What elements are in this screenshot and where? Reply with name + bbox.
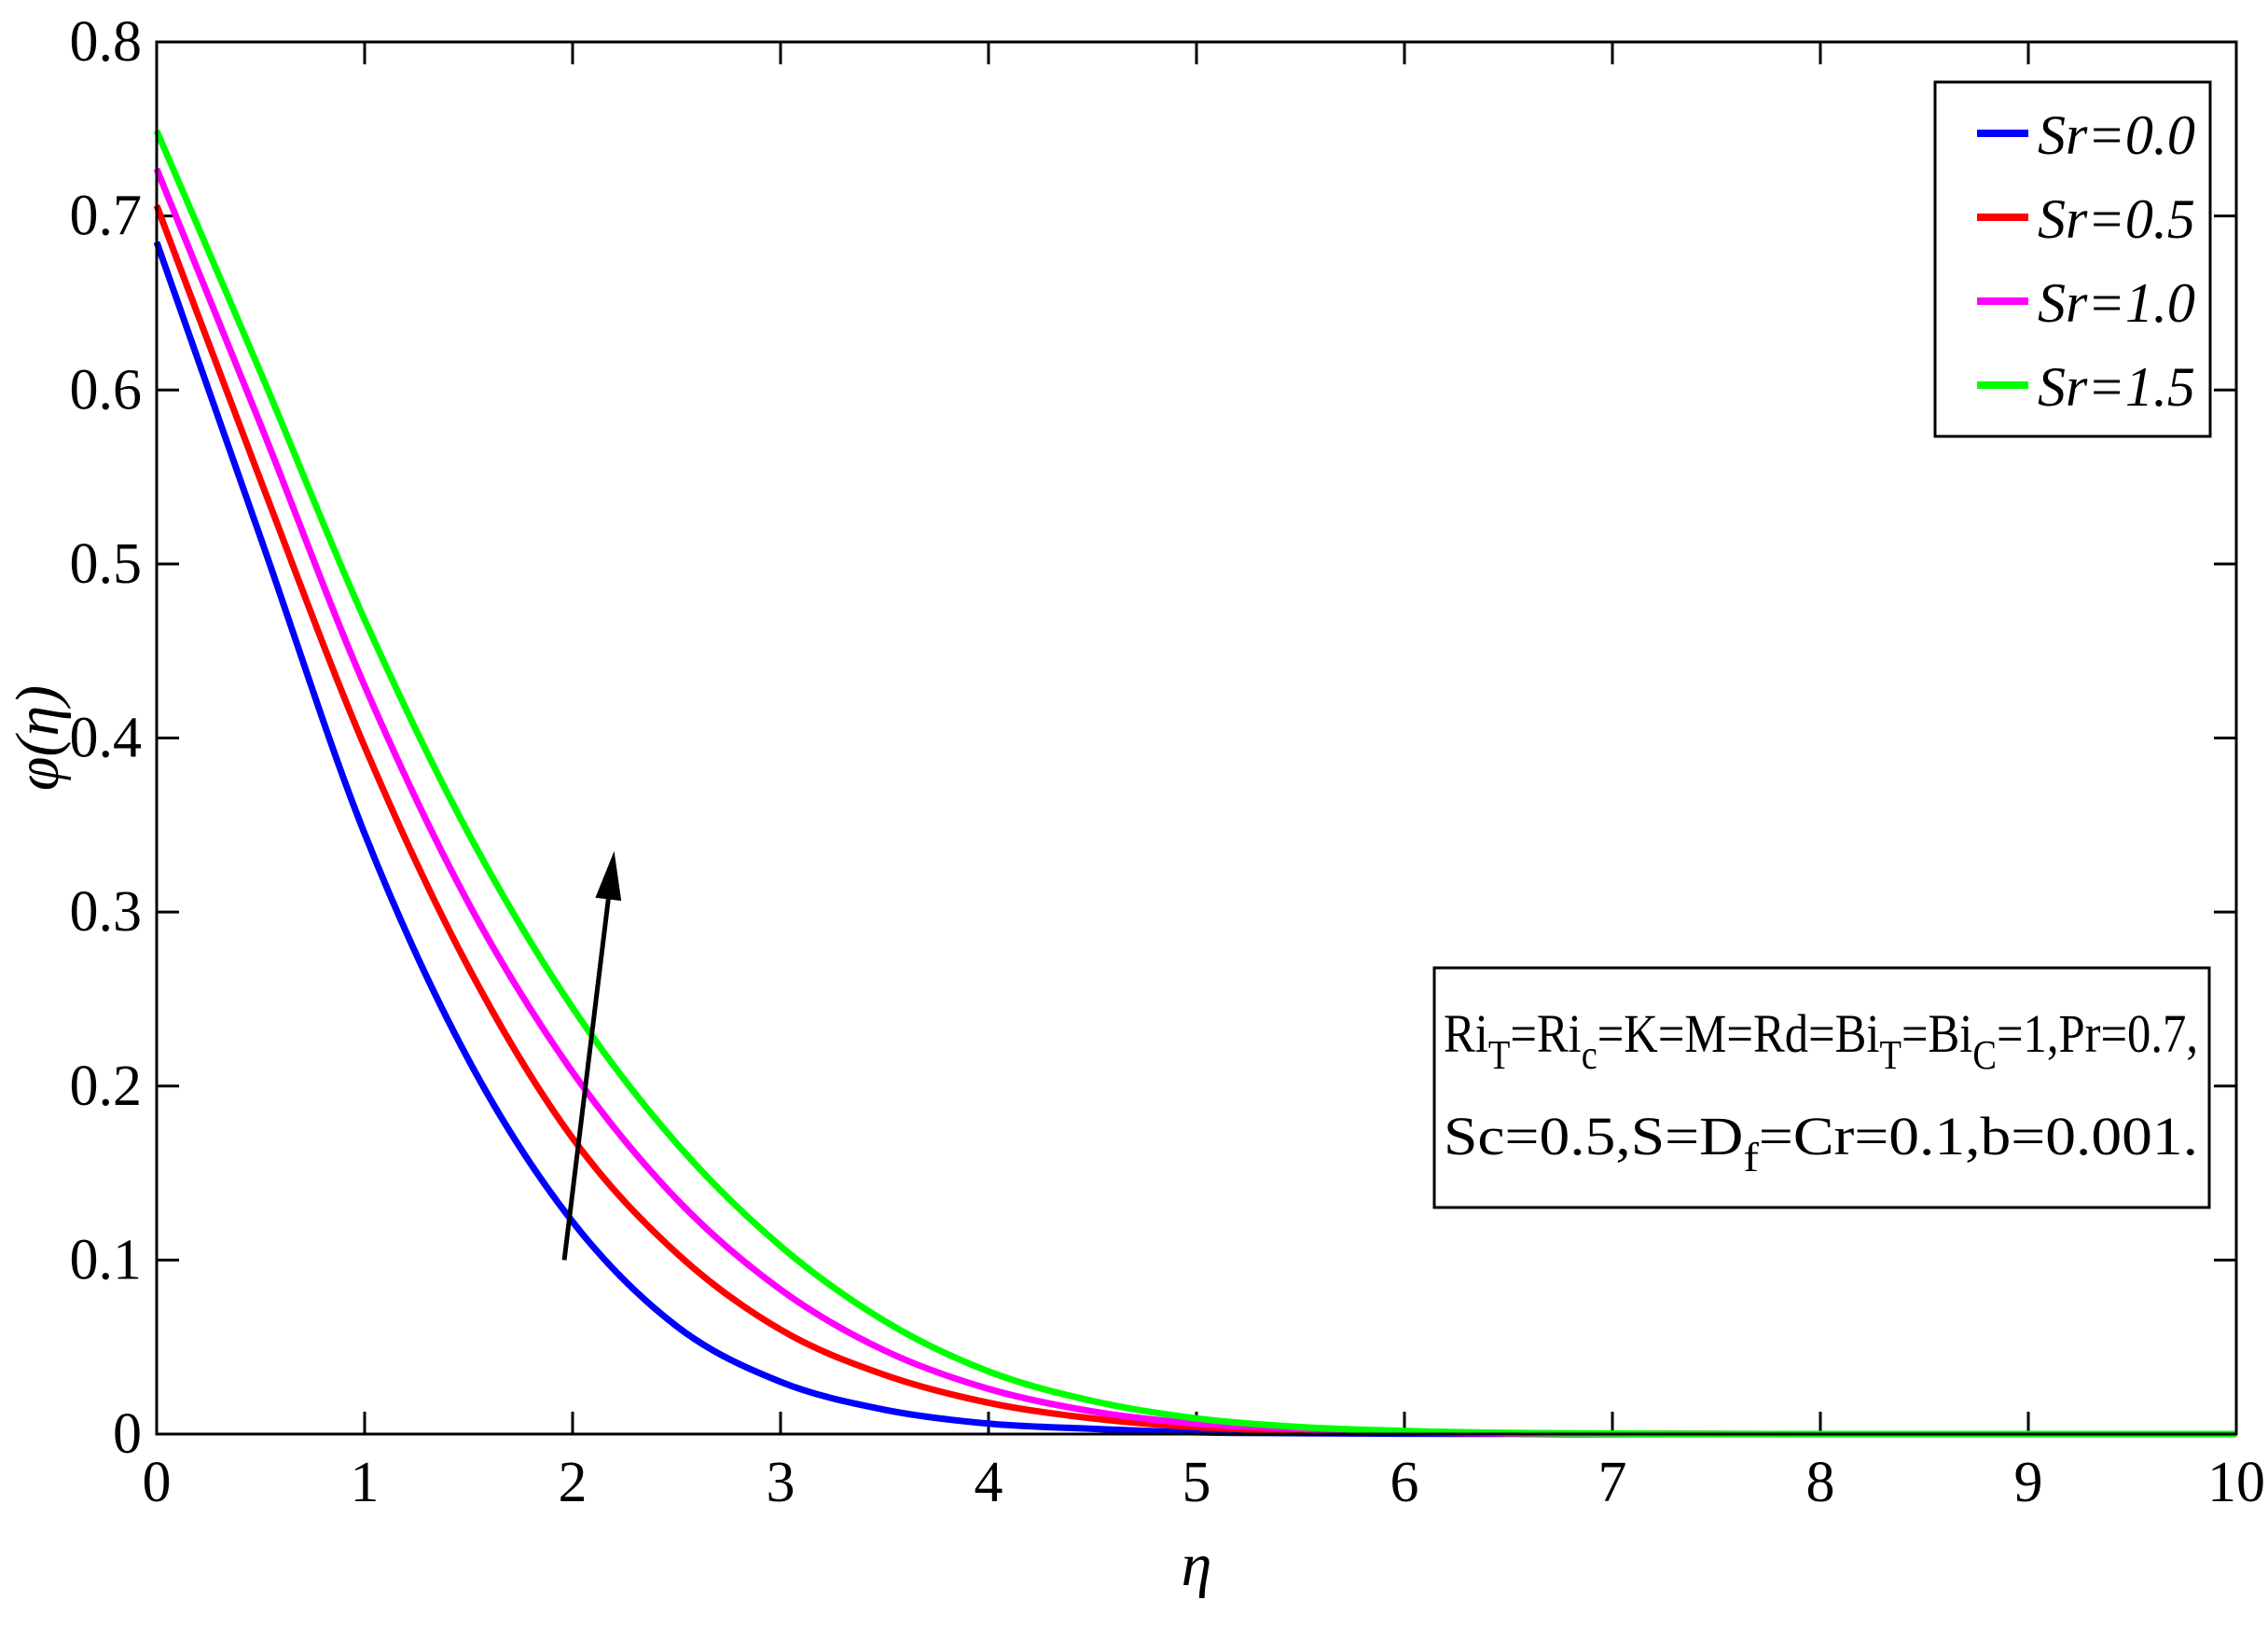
legend-label: Sr=1.5 xyxy=(2038,356,2195,418)
arrow-head xyxy=(595,850,622,902)
parameters-subscript: T xyxy=(1488,1032,1511,1078)
tick-labels: 0 1 2 3 4 5 6 7 8 9 10 0 0.1 0.2 0.3 0.4 0.5 0.6 0.7 0.8 xyxy=(70,10,2266,1514)
x-tick-label: 3 xyxy=(767,1451,795,1514)
x-tick-label: 9 xyxy=(2014,1451,2043,1514)
parameters-subscript: f xyxy=(1743,1135,1759,1180)
x-tick-label: 1 xyxy=(351,1451,380,1514)
x-tick-label: 8 xyxy=(1806,1451,1835,1514)
y-tick-label: 0.5 xyxy=(70,532,143,596)
y-tick-label: 0 xyxy=(113,1402,142,1466)
y-tick-label: 0.4 xyxy=(70,707,143,770)
parameters-segment: =Ri xyxy=(1510,1003,1581,1064)
parameters-subscript: C xyxy=(1972,1032,1997,1078)
y-tick-label: 0.2 xyxy=(70,1055,143,1118)
y-tick-label: 0.7 xyxy=(70,185,143,248)
trend-arrow xyxy=(561,850,622,1261)
parameters-segment: =1,Pr=0.7, xyxy=(1997,1003,2198,1064)
arrow-shaft xyxy=(561,899,611,1261)
x-tick-label: 7 xyxy=(1598,1451,1627,1514)
parameters-segment: Ri xyxy=(1444,1003,1488,1064)
x-tick-label: 6 xyxy=(1390,1451,1419,1514)
y-tick-label: 0.1 xyxy=(70,1228,143,1291)
parameters-segment: =Cr=0.1,b=0.001. xyxy=(1759,1106,2198,1166)
x-tick-label: 5 xyxy=(1182,1451,1211,1514)
parameters-segment: Sc=0.5,S=D xyxy=(1444,1106,1743,1166)
legend: Sr=0.0 Sr=0.5 Sr=1.0 Sr=1.5 xyxy=(1933,80,2212,438)
legend-label: Sr=0.0 xyxy=(2038,104,2195,166)
legend-label: Sr=1.0 xyxy=(2038,272,2195,334)
parameters-line: RiT=Ric=K=M=Rd=BiT=BiC=1,Pr=0.7, xyxy=(1444,1003,2198,1078)
parameters-segment: =Bi xyxy=(1902,1003,1972,1064)
x-tick-label: 0 xyxy=(143,1451,172,1514)
parameters-box: RiT=Ric=K=M=Rd=BiT=BiC=1,Pr=0.7,Sc=0.5,S… xyxy=(1432,966,2211,1209)
x-axis-label: η xyxy=(1182,1531,1212,1599)
y-axis-label: φ(η) xyxy=(4,685,72,791)
parameters-subscript: T xyxy=(1879,1032,1902,1078)
x-tick-label: 10 xyxy=(2207,1451,2265,1514)
y-tick-label: 0.8 xyxy=(70,10,143,74)
x-tick-label: 4 xyxy=(975,1451,1003,1514)
parameters-subscript: c xyxy=(1582,1032,1597,1078)
legend-box xyxy=(1933,80,2212,438)
parameters-line: Sc=0.5,S=D f=Cr=0.1,b=0.001. xyxy=(1444,1106,2198,1180)
legend-label: Sr=0.5 xyxy=(2038,188,2195,250)
y-tick-label: 0.3 xyxy=(70,880,143,944)
parameters-box-frame xyxy=(1432,966,2211,1209)
x-tick-label: 2 xyxy=(559,1451,588,1514)
parameters-segment: =K=M=Rd=Bi xyxy=(1597,1003,1880,1064)
plot-frame xyxy=(155,40,2238,1436)
y-tick-label: 0.6 xyxy=(70,358,143,421)
